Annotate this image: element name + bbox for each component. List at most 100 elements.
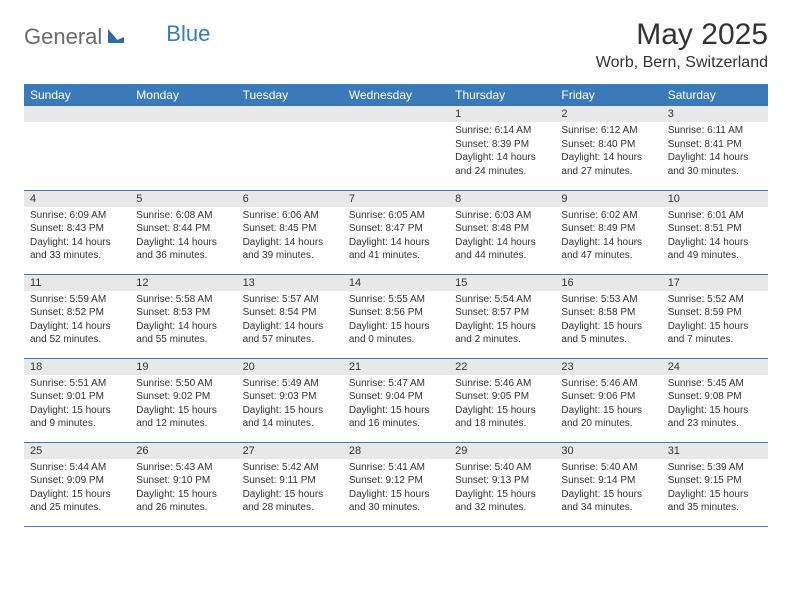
sunset-text: Sunset: 9:01 PM (30, 390, 124, 404)
day-number (343, 106, 449, 122)
daylight-text: Daylight: 15 hours and 35 minutes. (668, 488, 762, 515)
sunset-text: Sunset: 8:43 PM (30, 222, 124, 236)
day-number: 27 (237, 443, 343, 459)
calendar-day-cell (24, 106, 130, 190)
sunset-text: Sunset: 9:05 PM (455, 390, 549, 404)
sunrise-text: Sunrise: 5:39 AM (668, 461, 762, 475)
calendar-day-cell: 14Sunrise: 5:55 AMSunset: 8:56 PMDayligh… (343, 274, 449, 358)
sunset-text: Sunset: 8:54 PM (243, 306, 337, 320)
calendar-day-cell: 17Sunrise: 5:52 AMSunset: 8:59 PMDayligh… (662, 274, 768, 358)
daylight-text: Daylight: 14 hours and 47 minutes. (561, 236, 655, 263)
day-details: Sunrise: 6:09 AMSunset: 8:43 PMDaylight:… (24, 207, 130, 267)
sunset-text: Sunset: 8:58 PM (561, 306, 655, 320)
sunrise-text: Sunrise: 5:46 AM (561, 377, 655, 391)
day-number: 22 (449, 359, 555, 375)
calendar-day-cell: 10Sunrise: 6:01 AMSunset: 8:51 PMDayligh… (662, 190, 768, 274)
sunrise-text: Sunrise: 5:58 AM (136, 293, 230, 307)
sunrise-text: Sunrise: 5:49 AM (243, 377, 337, 391)
sunrise-text: Sunrise: 6:06 AM (243, 209, 337, 223)
daylight-text: Daylight: 14 hours and 52 minutes. (30, 320, 124, 347)
day-number: 2 (555, 106, 661, 122)
sunset-text: Sunset: 8:51 PM (668, 222, 762, 236)
calendar-day-cell: 30Sunrise: 5:40 AMSunset: 9:14 PMDayligh… (555, 442, 661, 526)
calendar-day-cell: 1Sunrise: 6:14 AMSunset: 8:39 PMDaylight… (449, 106, 555, 190)
day-number: 21 (343, 359, 449, 375)
day-number: 8 (449, 191, 555, 207)
sunrise-text: Sunrise: 6:01 AM (668, 209, 762, 223)
day-number: 10 (662, 191, 768, 207)
day-number: 16 (555, 275, 661, 291)
daylight-text: Daylight: 14 hours and 36 minutes. (136, 236, 230, 263)
day-number: 19 (130, 359, 236, 375)
sunrise-text: Sunrise: 5:41 AM (349, 461, 443, 475)
sunset-text: Sunset: 8:57 PM (455, 306, 549, 320)
calendar-day-cell: 23Sunrise: 5:46 AMSunset: 9:06 PMDayligh… (555, 358, 661, 442)
calendar-week-row: 1Sunrise: 6:14 AMSunset: 8:39 PMDaylight… (24, 106, 768, 190)
day-number (130, 106, 236, 122)
daylight-text: Daylight: 14 hours and 30 minutes. (668, 151, 762, 178)
sunrise-text: Sunrise: 6:08 AM (136, 209, 230, 223)
sunset-text: Sunset: 8:41 PM (668, 138, 762, 152)
sunset-text: Sunset: 8:52 PM (30, 306, 124, 320)
calendar-day-cell: 25Sunrise: 5:44 AMSunset: 9:09 PMDayligh… (24, 442, 130, 526)
daylight-text: Daylight: 14 hours and 41 minutes. (349, 236, 443, 263)
sunset-text: Sunset: 9:14 PM (561, 474, 655, 488)
month-title: May 2025 (596, 18, 768, 52)
daylight-text: Daylight: 15 hours and 34 minutes. (561, 488, 655, 515)
calendar-week-row: 4Sunrise: 6:09 AMSunset: 8:43 PMDaylight… (24, 190, 768, 274)
sunset-text: Sunset: 9:12 PM (349, 474, 443, 488)
day-details: Sunrise: 5:47 AMSunset: 9:04 PMDaylight:… (343, 375, 449, 435)
sunrise-text: Sunrise: 5:52 AM (668, 293, 762, 307)
sunset-text: Sunset: 9:03 PM (243, 390, 337, 404)
calendar-day-cell: 12Sunrise: 5:58 AMSunset: 8:53 PMDayligh… (130, 274, 236, 358)
day-number: 31 (662, 443, 768, 459)
day-header: Friday (555, 84, 661, 106)
daylight-text: Daylight: 15 hours and 30 minutes. (349, 488, 443, 515)
sunrise-text: Sunrise: 5:40 AM (561, 461, 655, 475)
day-details: Sunrise: 5:41 AMSunset: 9:12 PMDaylight:… (343, 459, 449, 519)
logo-text-blue: Blue (166, 21, 210, 47)
day-details: Sunrise: 5:52 AMSunset: 8:59 PMDaylight:… (662, 291, 768, 351)
day-details: Sunrise: 6:14 AMSunset: 8:39 PMDaylight:… (449, 122, 555, 182)
sunrise-text: Sunrise: 5:44 AM (30, 461, 124, 475)
day-details: Sunrise: 5:46 AMSunset: 9:06 PMDaylight:… (555, 375, 661, 435)
daylight-text: Daylight: 14 hours and 55 minutes. (136, 320, 230, 347)
calendar-day-cell: 29Sunrise: 5:40 AMSunset: 9:13 PMDayligh… (449, 442, 555, 526)
day-details: Sunrise: 5:40 AMSunset: 9:14 PMDaylight:… (555, 459, 661, 519)
day-number: 29 (449, 443, 555, 459)
day-header: Tuesday (237, 84, 343, 106)
day-number: 18 (24, 359, 130, 375)
day-number: 24 (662, 359, 768, 375)
sunrise-text: Sunrise: 5:42 AM (243, 461, 337, 475)
day-details: Sunrise: 5:43 AMSunset: 9:10 PMDaylight:… (130, 459, 236, 519)
sunrise-text: Sunrise: 5:46 AM (455, 377, 549, 391)
daylight-text: Daylight: 15 hours and 16 minutes. (349, 404, 443, 431)
sunset-text: Sunset: 8:47 PM (349, 222, 443, 236)
daylight-text: Daylight: 14 hours and 57 minutes. (243, 320, 337, 347)
daylight-text: Daylight: 15 hours and 0 minutes. (349, 320, 443, 347)
sunrise-text: Sunrise: 6:02 AM (561, 209, 655, 223)
calendar-day-cell: 16Sunrise: 5:53 AMSunset: 8:58 PMDayligh… (555, 274, 661, 358)
day-details: Sunrise: 5:50 AMSunset: 9:02 PMDaylight:… (130, 375, 236, 435)
sunset-text: Sunset: 8:40 PM (561, 138, 655, 152)
day-details: Sunrise: 5:42 AMSunset: 9:11 PMDaylight:… (237, 459, 343, 519)
day-details: Sunrise: 6:06 AMSunset: 8:45 PMDaylight:… (237, 207, 343, 267)
calendar-day-cell: 11Sunrise: 5:59 AMSunset: 8:52 PMDayligh… (24, 274, 130, 358)
calendar-day-cell (343, 106, 449, 190)
sunset-text: Sunset: 9:11 PM (243, 474, 337, 488)
day-number: 20 (237, 359, 343, 375)
day-header: Sunday (24, 84, 130, 106)
daylight-text: Daylight: 15 hours and 28 minutes. (243, 488, 337, 515)
sunrise-text: Sunrise: 5:55 AM (349, 293, 443, 307)
sunrise-text: Sunrise: 5:47 AM (349, 377, 443, 391)
day-details: Sunrise: 5:58 AMSunset: 8:53 PMDaylight:… (130, 291, 236, 351)
day-number (24, 106, 130, 122)
sunset-text: Sunset: 9:04 PM (349, 390, 443, 404)
day-number: 5 (130, 191, 236, 207)
calendar-page: General Blue May 2025 Worb, Bern, Switze… (0, 0, 792, 545)
sunrise-text: Sunrise: 5:53 AM (561, 293, 655, 307)
sunrise-text: Sunrise: 5:43 AM (136, 461, 230, 475)
day-number: 4 (24, 191, 130, 207)
day-details: Sunrise: 6:08 AMSunset: 8:44 PMDaylight:… (130, 207, 236, 267)
calendar-day-cell: 20Sunrise: 5:49 AMSunset: 9:03 PMDayligh… (237, 358, 343, 442)
